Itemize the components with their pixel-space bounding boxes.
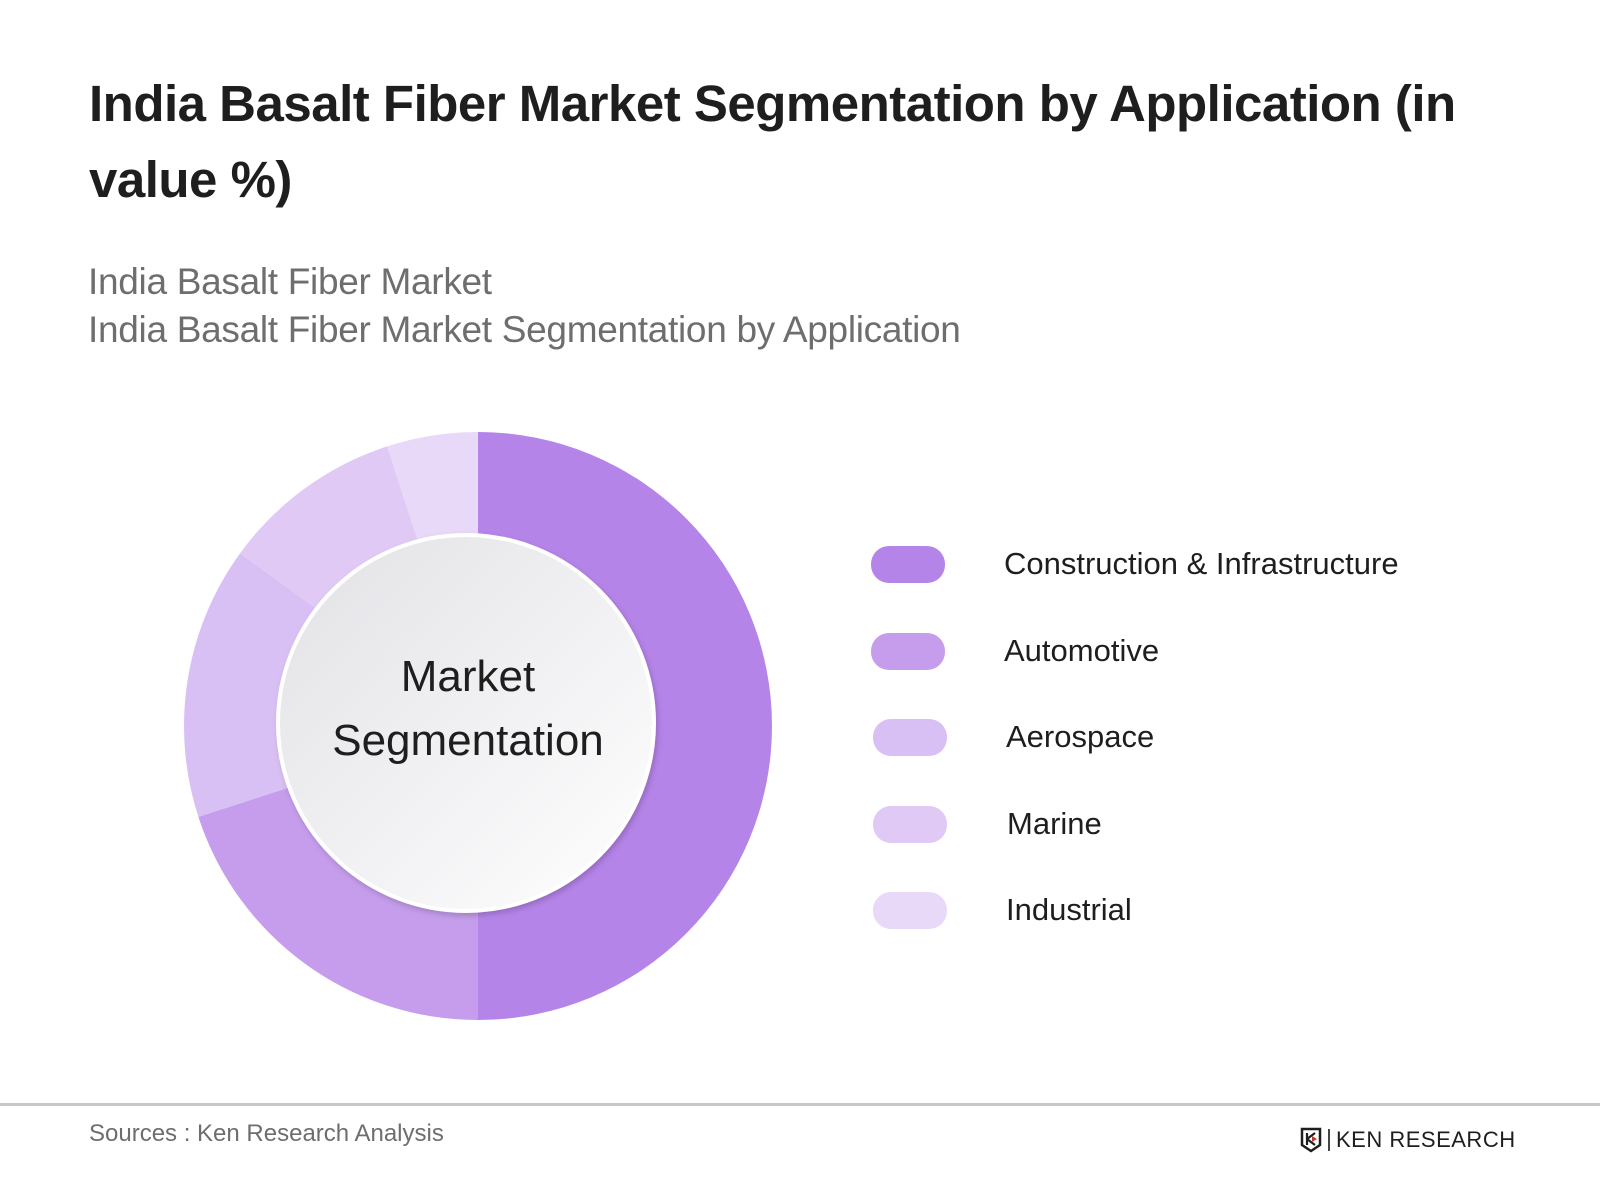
sources-note: Sources : Ken Research Analysis [89,1120,444,1147]
legend-swatch [873,805,947,843]
chart-title: India Basalt Fiber Market Segmentation b… [89,75,1456,208]
legend-label: Aerospace [1006,719,1155,754]
subtitle: India Basalt Fiber Market India Basalt F… [88,258,961,354]
center-label-line-2: Segmentation [332,716,604,765]
donut-center-disc [276,533,656,913]
legend-swatch [871,546,945,583]
legend-swatch [873,719,947,756]
brand-logo: KEN RESEARCH [1300,1125,1516,1155]
legend-label: Construction & Infrastructure [1004,546,1399,581]
center-label-line-1: Market [400,652,536,701]
brand-separator [1328,1129,1330,1151]
footer-divider [0,1103,1600,1106]
legend-label: Automotive [1004,632,1160,668]
legend-swatch [871,632,945,670]
legend-label: Industrial [1006,892,1132,927]
legend-swatch [873,892,947,929]
brand-name: KEN RESEARCH [1336,1127,1516,1152]
donut-center-label: Market Segmentation [278,645,658,773]
subtitle-line-1: India Basalt Fiber Market [88,261,492,302]
donut-slice-automotive [198,772,478,1020]
donut-chart [183,432,772,1020]
legend-label: Marine [1007,805,1102,841]
ken-research-logo-icon [1300,1127,1322,1153]
subtitle-line-2: India Basalt Fiber Market Segmentation b… [88,309,961,350]
